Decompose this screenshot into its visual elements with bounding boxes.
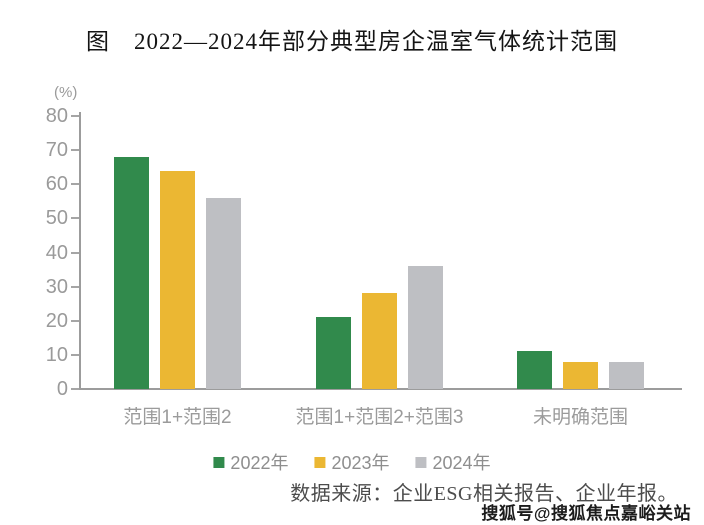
bar-2023年-未明确范围 (563, 361, 598, 389)
source-note: 数据来源：企业ESG相关报告、企业年报。 (290, 483, 678, 505)
legend-label: 2024年 (432, 453, 491, 473)
bar-2022年-范围1+范围2+范围3 (316, 317, 351, 389)
legend-swatch-icon (213, 456, 225, 468)
legend-label: 2022年 (230, 453, 289, 473)
y-tick-label: 50 (45, 207, 68, 230)
y-tick-mark (71, 183, 79, 186)
legend-label: 2023年 (331, 453, 390, 473)
bar-2023年-范围1+范围2 (160, 170, 195, 389)
legend-swatch-icon (415, 456, 427, 468)
legend-item: 2023年 (314, 449, 390, 475)
y-tick-mark (71, 388, 79, 390)
y-tick-mark (71, 319, 79, 322)
bar-2024年-范围1+范围2 (206, 197, 241, 389)
legend-item: 2022年 (213, 449, 288, 475)
y-tick-label: 80 (45, 105, 68, 127)
bar-2024年-范围1+范围2+范围3 (408, 266, 443, 389)
x-category-label: 未明确范围 (532, 407, 629, 428)
bar-2022年-范围1+范围2 (114, 156, 149, 389)
y-axis-line (79, 112, 81, 390)
y-tick-mark (71, 115, 79, 117)
y-tick-label: 0 (56, 378, 68, 400)
y-axis-unit-label: (%) (54, 84, 78, 101)
y-tick-mark (71, 149, 79, 152)
y-tick-label: 20 (45, 309, 68, 332)
y-tick-mark (71, 353, 79, 356)
bar-2024年-未明确范围 (609, 361, 644, 389)
x-axis-line (77, 388, 682, 390)
y-tick-label: 70 (45, 139, 68, 162)
y-tick-mark (71, 251, 79, 254)
watermark: 搜狐号@搜狐焦点嘉峪关站 (481, 504, 691, 523)
y-tick-label: 30 (45, 275, 68, 298)
legend: 2022年 2023年 2024年 (213, 449, 491, 475)
legend-swatch-icon (314, 456, 326, 468)
x-category-label: 范围1+范围2+范围3 (295, 407, 464, 428)
y-tick-label: 10 (45, 343, 68, 366)
x-category-label: 范围1+范围2 (123, 407, 232, 428)
y-tick-label: 60 (45, 173, 68, 196)
y-tick-mark (71, 217, 79, 220)
y-tick-mark (71, 285, 79, 288)
legend-item: 2024年 (415, 449, 491, 475)
bar-2022年-未明确范围 (517, 351, 552, 389)
chart-title: 图 2022—2024年部分典型房企温室气体统计范围 (86, 29, 618, 54)
bar-2023年-范围1+范围2+范围3 (362, 293, 397, 389)
y-tick-label: 40 (45, 241, 68, 264)
